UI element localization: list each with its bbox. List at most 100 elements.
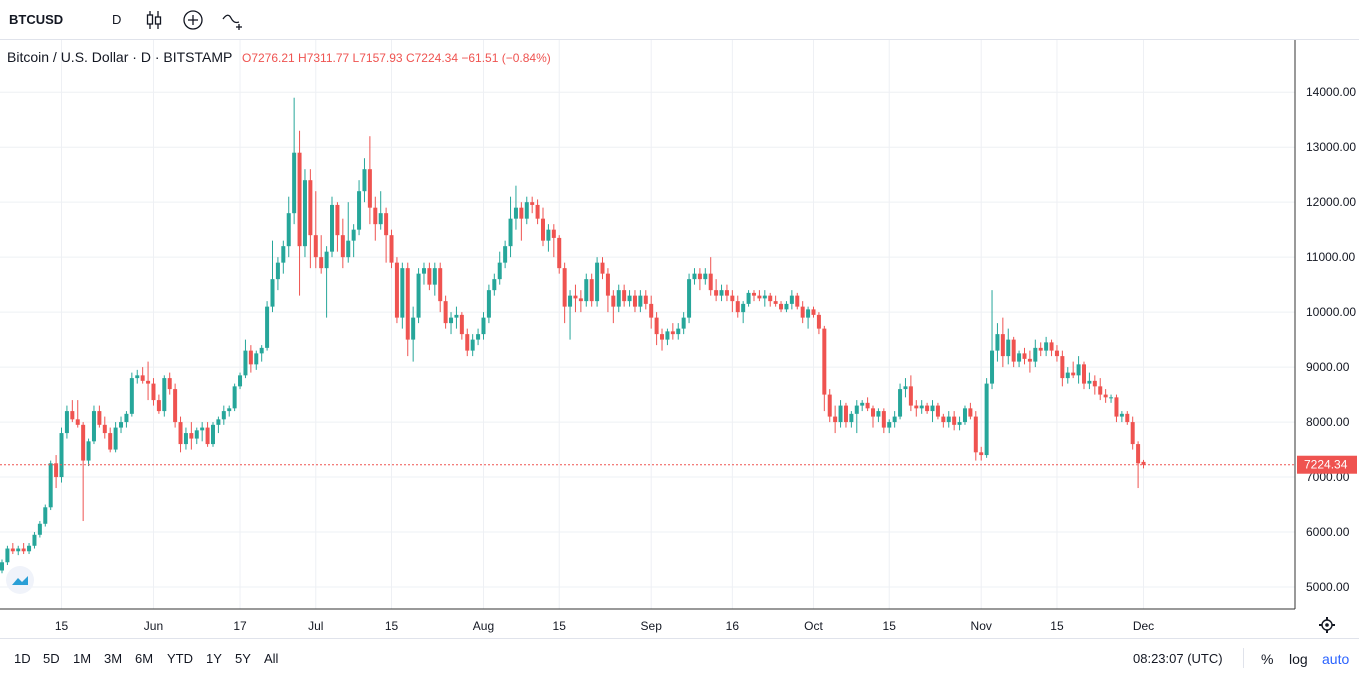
candle-body xyxy=(438,268,443,302)
range-1m[interactable]: 1M xyxy=(73,651,92,666)
candle-body xyxy=(952,416,957,425)
auto-scale-toggle[interactable]: auto xyxy=(1322,651,1350,667)
candle-down xyxy=(779,301,784,313)
candle-body xyxy=(838,405,843,423)
candle-body xyxy=(102,424,107,434)
candle-body xyxy=(687,279,692,318)
candle-down xyxy=(643,290,648,310)
candle-down xyxy=(757,290,762,302)
indicators-icon[interactable] xyxy=(221,8,245,32)
candle-up xyxy=(962,405,967,425)
interval-selector[interactable]: D xyxy=(112,12,122,27)
percent-scale-toggle[interactable]: % xyxy=(1261,651,1274,667)
candle-body xyxy=(465,334,470,351)
range-all[interactable]: All xyxy=(264,651,279,666)
range-5d[interactable]: 5D xyxy=(43,651,60,666)
candle-down xyxy=(908,375,913,412)
candle-body xyxy=(454,314,459,318)
candle-body xyxy=(335,204,340,236)
candle-down xyxy=(519,202,524,241)
candle-down xyxy=(735,295,740,318)
candle-body xyxy=(178,422,183,445)
log-scale-toggle[interactable]: log xyxy=(1289,651,1308,667)
compare-add-icon[interactable] xyxy=(181,8,205,32)
candle-body xyxy=(957,422,962,425)
symbol-search[interactable]: BTCUSD xyxy=(9,12,64,27)
price-chart[interactable]: 5000.006000.007000.008000.009000.0010000… xyxy=(0,40,1359,638)
candle-up xyxy=(5,545,10,566)
range-3m[interactable]: 3M xyxy=(104,651,123,666)
range-1y[interactable]: 1Y xyxy=(206,651,222,666)
candle-body xyxy=(578,298,583,302)
candle-body xyxy=(292,152,297,214)
range-6m[interactable]: 6M xyxy=(135,651,154,666)
candle-down xyxy=(1011,336,1016,368)
range-5y[interactable]: 5Y xyxy=(235,651,251,666)
candle-up xyxy=(638,290,643,313)
candle-down xyxy=(730,290,735,313)
candle-up xyxy=(400,262,405,329)
candle-up xyxy=(681,312,686,335)
candle-body xyxy=(43,507,48,524)
candle-up xyxy=(492,273,497,296)
range-ytd[interactable]: YTD xyxy=(167,651,193,666)
candle-body xyxy=(708,273,713,291)
candle-up xyxy=(903,378,908,398)
candle-body xyxy=(513,207,518,219)
candle-body xyxy=(811,309,816,315)
candle-body xyxy=(108,433,113,450)
candle-body xyxy=(1065,372,1070,379)
candle-body xyxy=(81,424,86,461)
candle-up xyxy=(0,559,4,574)
chart-grid xyxy=(0,40,1295,609)
candle-up xyxy=(129,372,134,417)
candle-up xyxy=(1119,411,1124,423)
candle-down xyxy=(724,284,729,302)
candle-down xyxy=(833,405,838,434)
candle-body xyxy=(200,427,205,431)
candle-down xyxy=(573,284,578,313)
candle-body xyxy=(660,334,665,340)
candle-body xyxy=(205,427,210,445)
candle-body xyxy=(254,353,259,365)
candle-down xyxy=(535,199,540,225)
candle-body xyxy=(281,246,286,263)
candle-up xyxy=(584,273,589,307)
candle-up xyxy=(892,411,897,428)
candle-up xyxy=(990,290,995,390)
tradingview-logo[interactable] xyxy=(6,566,34,594)
candle-down xyxy=(151,378,156,406)
candle-body xyxy=(632,295,637,307)
candle-body xyxy=(340,235,345,258)
candle-down xyxy=(140,367,145,384)
candle-body xyxy=(5,548,10,563)
candle-down xyxy=(773,295,778,307)
candle-down xyxy=(389,229,394,269)
candle-body xyxy=(887,422,892,428)
candle-body xyxy=(822,328,827,395)
candle-up xyxy=(43,504,48,527)
candle-down xyxy=(1082,361,1086,390)
candle-up xyxy=(616,284,621,313)
candle-down xyxy=(708,257,713,296)
range-1d[interactable]: 1D xyxy=(14,651,31,666)
candle-body xyxy=(908,386,913,406)
candle-body xyxy=(400,268,405,318)
candle-down xyxy=(843,402,848,428)
candle-body xyxy=(605,273,610,296)
utc-clock[interactable]: 08:23:07 (UTC) xyxy=(1133,651,1223,666)
candle-body xyxy=(860,402,865,406)
candle-body xyxy=(216,419,221,425)
time-tick-label: Jun xyxy=(144,619,163,633)
candle-body xyxy=(519,207,524,219)
candles-icon[interactable] xyxy=(142,8,166,32)
candle-up xyxy=(838,400,843,428)
candle-down xyxy=(697,268,702,291)
time-tick-label: Oct xyxy=(804,619,823,633)
candle-up xyxy=(784,301,789,313)
candle-up xyxy=(849,411,854,428)
candle-body xyxy=(1038,347,1043,351)
candle-down xyxy=(660,328,665,351)
candle-body xyxy=(416,273,421,318)
settings-gear-icon[interactable] xyxy=(1319,617,1335,633)
